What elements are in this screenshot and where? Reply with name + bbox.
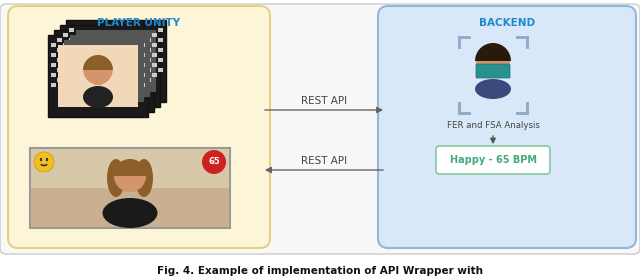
FancyBboxPatch shape <box>436 146 550 174</box>
Bar <box>57 68 62 72</box>
Bar <box>140 43 145 47</box>
Bar <box>140 63 145 67</box>
Bar <box>69 48 74 52</box>
Bar <box>64 40 144 102</box>
Bar <box>70 35 150 97</box>
Bar <box>69 58 74 62</box>
Bar <box>125 184 135 192</box>
Bar <box>69 28 74 32</box>
Bar <box>146 48 151 52</box>
Bar <box>146 68 151 72</box>
Bar <box>152 73 157 77</box>
Bar <box>63 63 68 67</box>
Bar <box>51 53 56 57</box>
Wedge shape <box>475 43 511 61</box>
Bar <box>31 149 229 227</box>
Wedge shape <box>113 159 147 176</box>
Bar <box>57 78 62 82</box>
Bar <box>66 20 166 102</box>
Ellipse shape <box>135 159 153 197</box>
Bar <box>158 28 163 32</box>
Circle shape <box>114 160 146 192</box>
Bar <box>158 38 163 42</box>
Bar <box>158 58 163 62</box>
FancyBboxPatch shape <box>476 64 510 78</box>
Text: Fig. 4. Example of implementation of API Wrapper with: Fig. 4. Example of implementation of API… <box>157 266 483 276</box>
Bar <box>152 33 157 37</box>
Bar <box>63 43 68 47</box>
FancyBboxPatch shape <box>8 6 270 248</box>
FancyBboxPatch shape <box>0 4 640 254</box>
Bar <box>51 63 56 67</box>
Bar <box>30 148 230 228</box>
Bar <box>63 53 68 57</box>
Ellipse shape <box>83 86 113 108</box>
Bar <box>140 53 145 57</box>
Wedge shape <box>83 55 113 70</box>
Bar <box>54 30 154 112</box>
Circle shape <box>476 44 510 78</box>
Bar <box>51 43 56 47</box>
Bar <box>94 79 102 85</box>
Bar <box>158 68 163 72</box>
Text: REST API: REST API <box>301 156 347 166</box>
Bar <box>140 73 145 77</box>
Ellipse shape <box>102 198 157 228</box>
Text: 65: 65 <box>208 158 220 166</box>
Circle shape <box>84 56 112 84</box>
Text: REST API: REST API <box>301 96 347 106</box>
Bar <box>146 38 151 42</box>
Bar <box>69 38 74 42</box>
Bar <box>140 83 145 87</box>
Bar <box>58 45 138 107</box>
Bar <box>76 30 156 92</box>
Bar <box>146 78 151 82</box>
Bar <box>48 35 148 117</box>
Text: Happy - 65 BPM: Happy - 65 BPM <box>449 155 536 165</box>
Bar <box>51 73 56 77</box>
Ellipse shape <box>107 159 125 197</box>
Text: PLAYER UNITY: PLAYER UNITY <box>97 18 180 28</box>
Bar <box>152 63 157 67</box>
Ellipse shape <box>475 79 511 99</box>
Bar <box>146 58 151 62</box>
Bar <box>57 58 62 62</box>
Text: BACKEND: BACKEND <box>479 18 535 28</box>
Bar <box>69 68 74 72</box>
Bar <box>158 48 163 52</box>
Bar <box>152 43 157 47</box>
Bar <box>60 25 160 107</box>
Text: FER and FSA Analysis: FER and FSA Analysis <box>447 121 540 130</box>
FancyBboxPatch shape <box>378 6 636 248</box>
Bar <box>57 48 62 52</box>
Bar <box>57 38 62 42</box>
Circle shape <box>202 150 226 174</box>
Bar <box>51 83 56 87</box>
Circle shape <box>34 152 54 172</box>
Bar <box>63 73 68 77</box>
Bar <box>31 149 229 188</box>
Bar <box>63 33 68 37</box>
Bar <box>152 53 157 57</box>
